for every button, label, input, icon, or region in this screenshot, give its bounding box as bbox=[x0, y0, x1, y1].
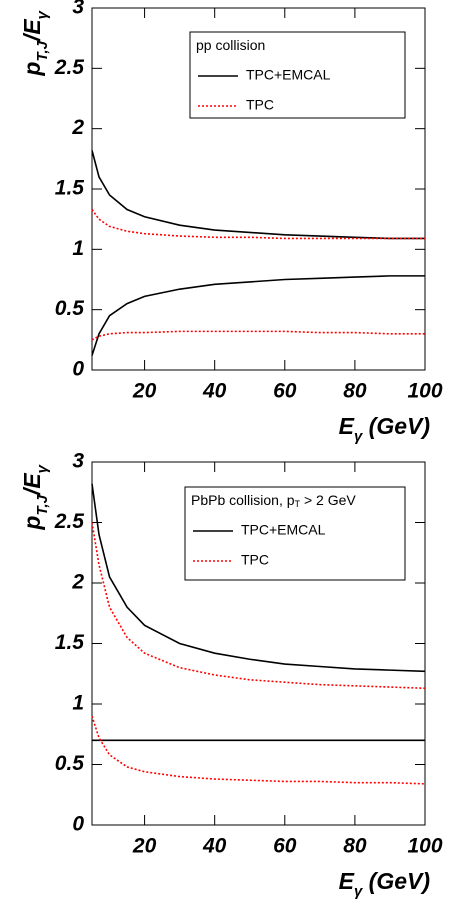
y-tick-label: 0 bbox=[72, 813, 84, 836]
y-axis-label-part: T,J bbox=[34, 494, 51, 515]
series-line bbox=[91, 330, 425, 341]
y-tick-label: 1.5 bbox=[55, 177, 85, 200]
x-axis-label-part: γ bbox=[354, 883, 363, 899]
y-tick-label: 1 bbox=[72, 692, 84, 715]
legend-box bbox=[189, 31, 406, 119]
legend: PbPb collision, pT > 2 GeV TPC+EMCAL TPC bbox=[184, 486, 406, 581]
legend-title: PbPb collision, pT > 2 GeV bbox=[191, 492, 356, 510]
series-line bbox=[91, 275, 425, 356]
y-tick-label: 3 bbox=[72, 0, 84, 19]
legend-title-part: PbPb collision, p bbox=[191, 492, 295, 508]
legend-label: TPC bbox=[241, 552, 269, 568]
legend-title: pp collision bbox=[196, 37, 265, 53]
legend-label: TPC+EMCAL bbox=[241, 522, 326, 538]
legend-box bbox=[184, 486, 406, 581]
y-axis-label-part: /E bbox=[19, 473, 45, 496]
series-line bbox=[91, 209, 425, 240]
legend-label: TPC+EMCAL bbox=[246, 67, 331, 83]
y-tick-label: 1.5 bbox=[55, 631, 85, 654]
y-tick-label: 0.5 bbox=[55, 752, 85, 775]
series-line bbox=[91, 483, 426, 673]
x-tick-label: 40 bbox=[202, 380, 227, 403]
y-axis-label-part: /E bbox=[19, 19, 45, 42]
y-tick-label: 1 bbox=[72, 237, 84, 260]
legend-title-part: pp collision bbox=[196, 37, 265, 53]
x-tick-label: 80 bbox=[343, 380, 367, 403]
y-axis-label-part: γ bbox=[34, 464, 51, 473]
y-tick-label: 0 bbox=[72, 358, 84, 381]
y-axis-label-part: γ bbox=[34, 10, 51, 19]
y-tick-label: 2.5 bbox=[54, 510, 85, 533]
y-axis-label-part: p bbox=[19, 516, 45, 531]
x-tick-label: 40 bbox=[202, 835, 227, 858]
x-axis-label: Eγ (GeV) bbox=[339, 413, 430, 445]
legend-title-part: T bbox=[295, 500, 301, 510]
legend-label: TPC bbox=[246, 97, 274, 113]
x-tick-label: 100 bbox=[407, 835, 442, 858]
y-tick-label: 2.5 bbox=[54, 56, 85, 79]
y-axis-label: pT,J/Eγ bbox=[19, 464, 51, 530]
x-axis-label-part: E bbox=[339, 868, 355, 894]
y-axis-label: pT,J/Eγ bbox=[19, 10, 51, 76]
y-axis-label-part: T,J bbox=[34, 40, 51, 61]
y-axis-label-part: p bbox=[19, 62, 45, 77]
x-axis-label-part: γ bbox=[354, 428, 363, 445]
x-axis-label-part: E bbox=[339, 413, 355, 439]
series-line bbox=[91, 150, 425, 240]
y-tick-label: 0.5 bbox=[55, 297, 85, 320]
x-axis-label-part: (GeV) bbox=[362, 413, 430, 439]
legend: pp collision TPC+EMCAL TPC bbox=[189, 31, 406, 119]
series-line bbox=[91, 715, 426, 785]
y-tick-label: 2 bbox=[71, 116, 84, 139]
x-tick-label: 100 bbox=[407, 380, 442, 403]
x-tick-label: 80 bbox=[343, 835, 367, 858]
x-tick-label: 20 bbox=[132, 835, 157, 858]
x-tick-label: 60 bbox=[273, 380, 297, 403]
x-axis-label-part: (GeV) bbox=[362, 868, 430, 894]
legend-title-part: > 2 GeV bbox=[300, 492, 356, 508]
x-tick-label: 60 bbox=[273, 835, 297, 858]
y-tick-label: 3 bbox=[72, 450, 84, 473]
x-tick-label: 20 bbox=[132, 380, 157, 403]
x-axis-label: Eγ (GeV) bbox=[339, 868, 430, 899]
y-tick-label: 2 bbox=[71, 571, 84, 594]
